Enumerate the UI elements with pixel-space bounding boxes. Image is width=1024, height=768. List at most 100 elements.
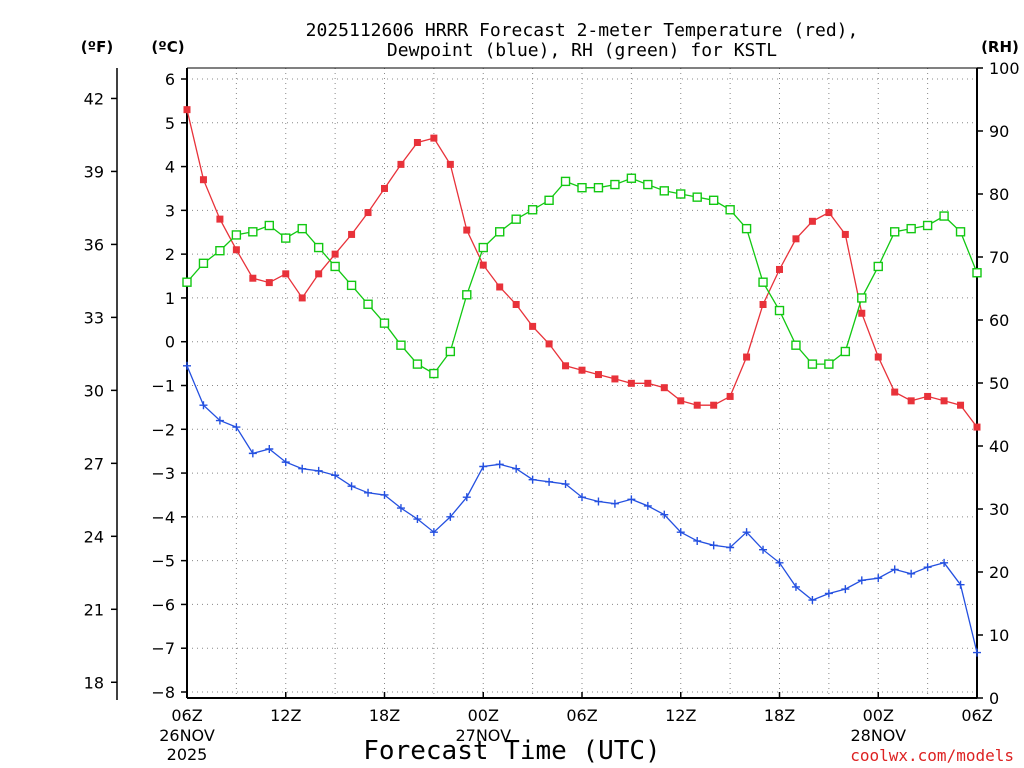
temperature-point: [298, 294, 306, 302]
dewpoint-point: [660, 510, 669, 519]
temperature-point: [611, 375, 619, 383]
rh-point: [198, 258, 209, 268]
dewpoint-point: [396, 504, 405, 513]
rh-point: [445, 346, 456, 357]
celsius-tick-label: 3: [165, 201, 175, 220]
temperature-point: [627, 379, 635, 387]
rh-tick-label: 50: [989, 374, 1009, 393]
rh-point: [313, 242, 324, 253]
temperature-point: [331, 250, 339, 258]
rh-point: [478, 242, 488, 253]
temperature-point: [891, 388, 899, 396]
rh-point: [741, 223, 752, 234]
rh-point: [495, 227, 505, 237]
celsius-tick-label: −1: [151, 377, 175, 396]
rh-point: [577, 182, 587, 193]
rh-point: [610, 179, 620, 190]
rh-point: [708, 195, 719, 206]
temperature-point: [808, 217, 816, 225]
source-credit[interactable]: coolwx.com/models: [850, 746, 1014, 765]
fahrenheit-tick-label: 30: [84, 381, 104, 400]
rh-line: [186, 177, 978, 375]
rh-point: [281, 233, 291, 243]
rh-point: [676, 189, 686, 199]
fahrenheit-unit-label: (ºF): [81, 38, 113, 56]
temperature-point: [841, 230, 849, 238]
rh-point: [890, 227, 900, 237]
temperature-point: [381, 184, 388, 192]
rh-point: [412, 359, 423, 369]
dewpoint-point: [364, 488, 373, 497]
rh-point: [462, 290, 472, 300]
temperature-point: [594, 371, 602, 379]
dewpoint-point: [561, 480, 570, 489]
dewpoint-point: [726, 543, 735, 552]
dewpoint-point: [940, 558, 949, 567]
dewpoint-point: [199, 401, 208, 410]
time-tick-label: 12Z: [270, 706, 301, 725]
time-tick-date: 28NOV: [850, 726, 906, 745]
rh-tick-label: 60: [989, 311, 1009, 330]
dewpoint-point: [215, 416, 224, 425]
chart-title-line-2: Dewpoint (blue), RH (green) for KSTL: [387, 40, 777, 61]
dewpoint-point: [512, 464, 521, 473]
dewpoint-point: [578, 493, 586, 502]
temperature-point: [216, 215, 224, 223]
dewpoint-point: [429, 528, 438, 537]
celsius-unit-label: (ºC): [151, 38, 184, 56]
temperature-point: [710, 401, 718, 409]
celsius-tick-label: 0: [165, 333, 175, 352]
temperature-point: [776, 265, 783, 273]
dewpoint-point: [824, 589, 833, 598]
rh-tick-label: 40: [989, 437, 1009, 456]
dewpoint-point: [248, 449, 257, 458]
dewpoint-point: [232, 423, 241, 432]
celsius-tick-label: 1: [165, 289, 175, 308]
celsius-tick-label: −6: [151, 595, 175, 614]
rh-tick-label: 20: [989, 563, 1009, 582]
temperature-point: [512, 300, 520, 308]
temperature-point: [446, 160, 454, 168]
dewpoint-point: [347, 482, 356, 491]
time-tick-label: 00Z: [468, 706, 499, 725]
fahrenheit-tick-label: 24: [84, 527, 104, 546]
time-tick-date: 27NOV: [455, 726, 511, 745]
rh-point: [824, 359, 834, 369]
rh-point: [363, 299, 373, 309]
dewpoint-point: [973, 648, 981, 657]
rh-tick-label: 100: [989, 59, 1020, 78]
tick-labels: −8 −7 −6 −5 −4 −3 −2 −1 0 1 2 3 4 5 6 18 21 24 27 30 33 36 39 4…: [84, 59, 1020, 764]
celsius-tick-label: 5: [165, 114, 175, 133]
temperature-point: [957, 401, 965, 409]
dewpoint-point: [676, 528, 685, 537]
time-tick-label: 00Z: [863, 706, 894, 725]
rh-tick-label: 70: [989, 248, 1009, 267]
dewpoint-point: [808, 596, 817, 605]
temperature-point: [265, 279, 273, 287]
dewpoint-point: [709, 541, 718, 550]
time-tick-date: 26NOV: [159, 726, 215, 745]
rh-point: [758, 277, 768, 287]
dewpoint-point: [923, 563, 932, 572]
temperature-point: [545, 340, 553, 348]
time-tick-label: 06Z: [171, 706, 202, 725]
rh-point: [972, 268, 982, 278]
rh-point: [231, 230, 242, 240]
rh-point: [297, 223, 307, 234]
celsius-tick-label: −7: [151, 639, 175, 658]
rh-point: [544, 195, 554, 206]
celsius-tick-label: 2: [165, 245, 175, 264]
rh-point: [264, 220, 274, 231]
dewpoint-point: [956, 580, 965, 589]
temperature-point: [973, 423, 981, 431]
rh-point: [429, 368, 439, 379]
dewpoint-point: [890, 565, 899, 574]
dewpoint-point: [446, 512, 455, 521]
temperature-point: [743, 353, 751, 361]
rh-point: [692, 192, 702, 202]
rh-point: [725, 205, 735, 215]
rh-point: [396, 340, 406, 350]
celsius-tick-label: −2: [151, 420, 175, 439]
rh-tick-label: 30: [989, 500, 1009, 519]
dewpoint-point: [627, 495, 636, 504]
